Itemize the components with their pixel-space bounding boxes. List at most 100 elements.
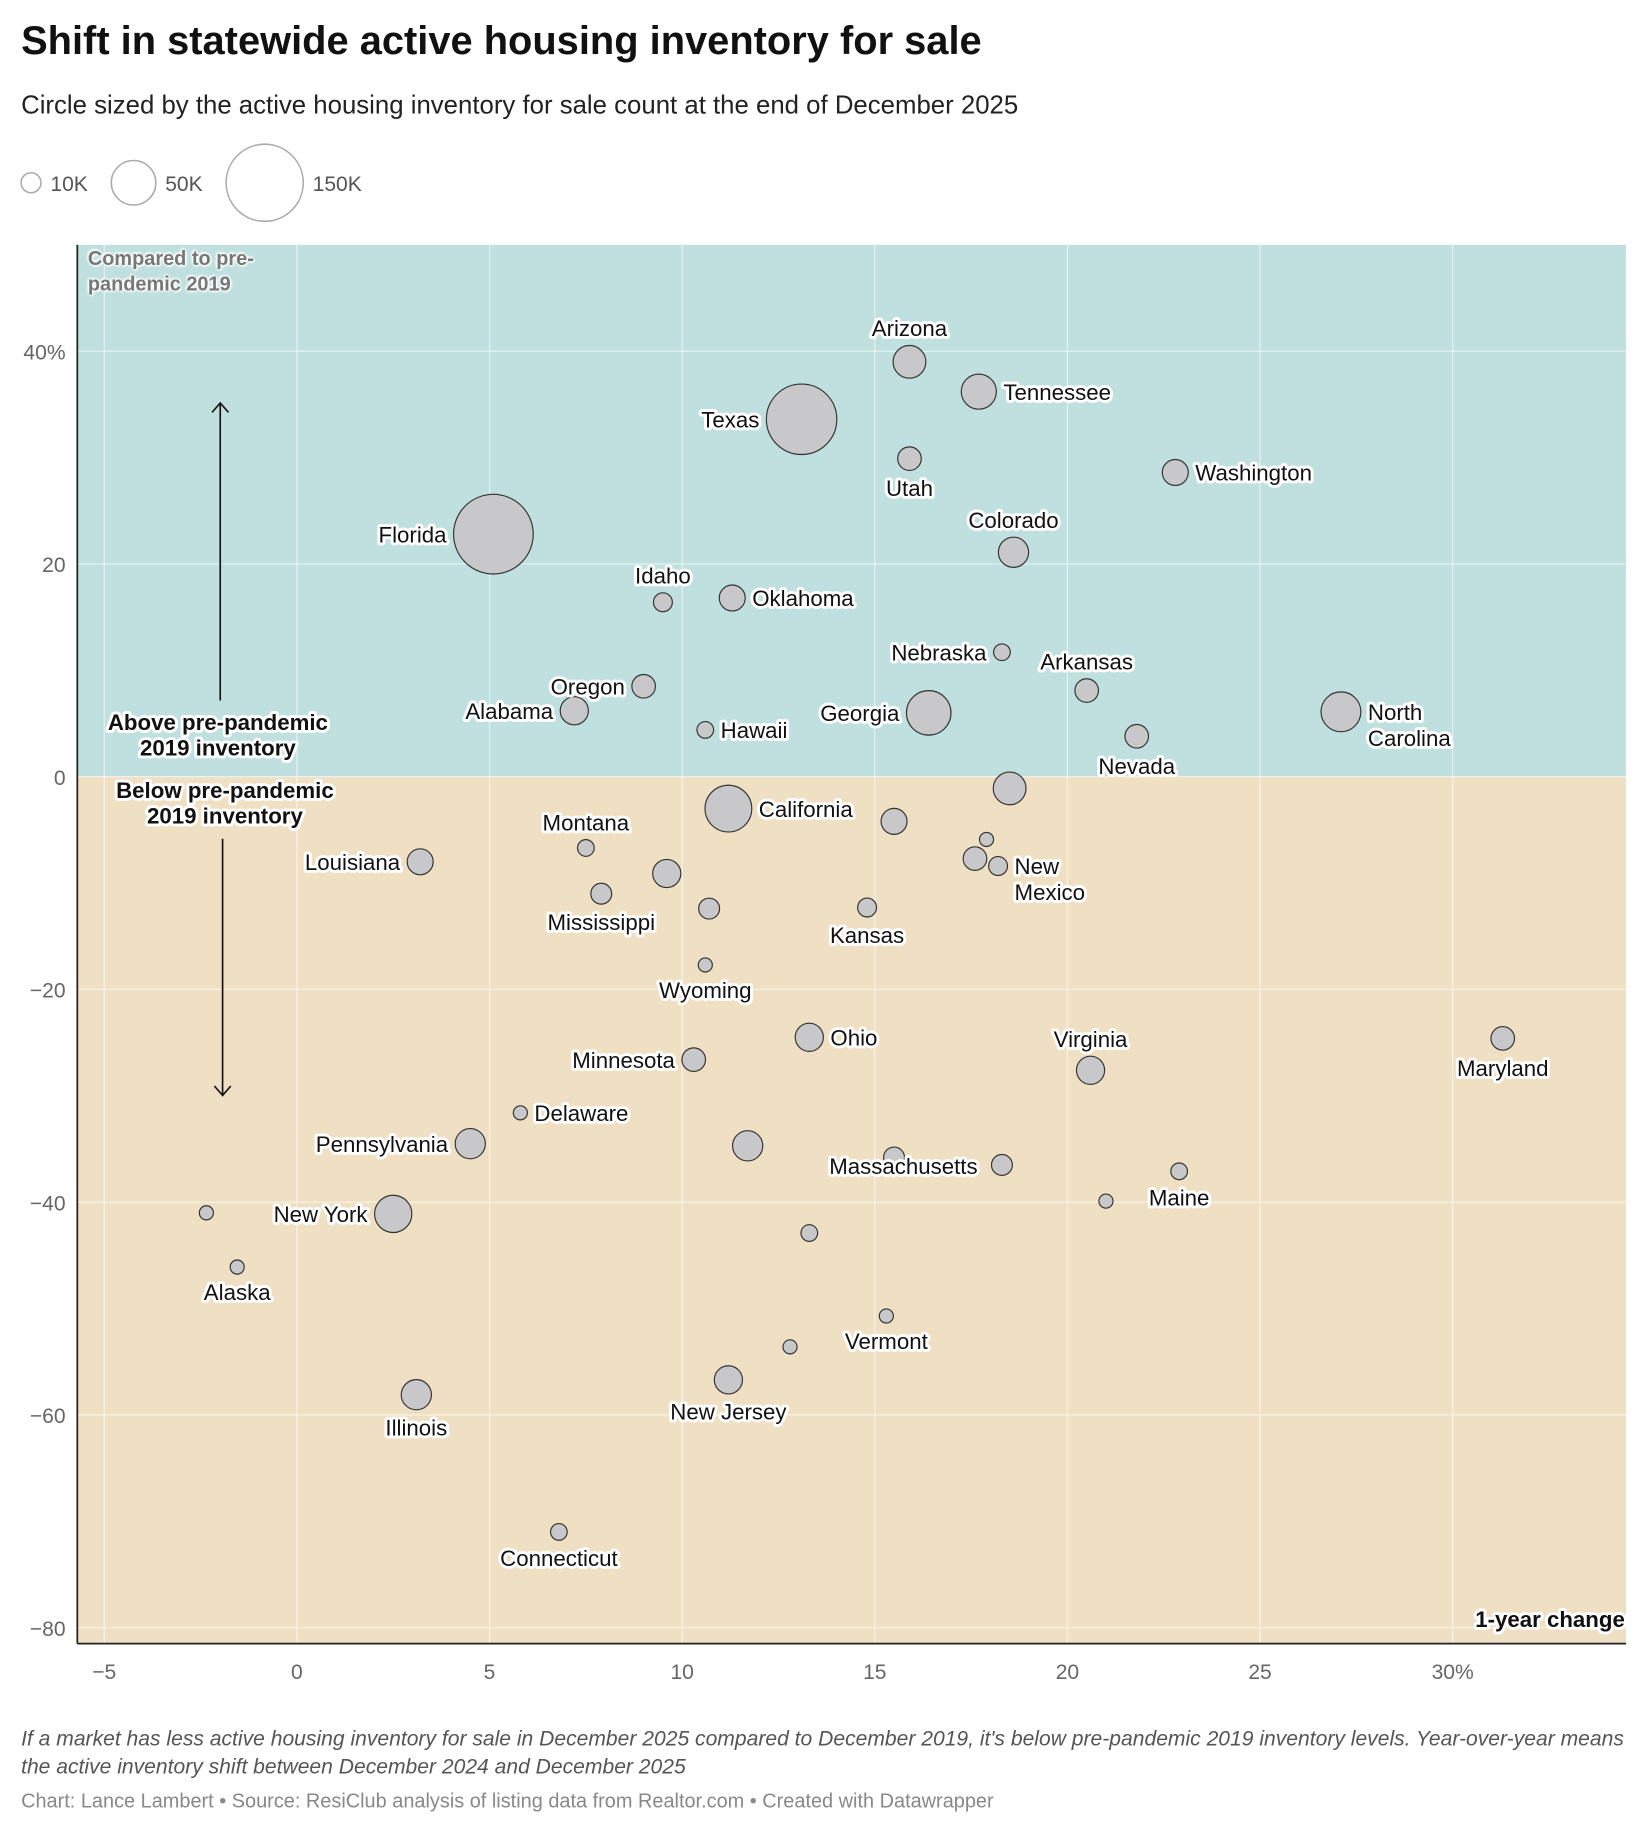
- state-label-kansas: Kansas: [830, 923, 904, 948]
- bubble-unlabeled: [880, 807, 908, 835]
- x-tick-label: 30%: [1432, 1661, 1474, 1684]
- state-label-line: Nevada: [1098, 754, 1175, 779]
- x-tick-label: 15: [863, 1661, 886, 1684]
- state-label-line: Utah: [886, 476, 933, 501]
- bubble-vermont: [878, 1308, 894, 1324]
- y-tick-label: −20: [30, 980, 66, 1003]
- y-axis-title: Compared to pre-pandemic 2019: [87, 247, 254, 296]
- bubble-unlabeled: [652, 858, 682, 889]
- state-label-minnesota: Minnesota: [572, 1048, 675, 1073]
- bubble-unlabeled: [1098, 1193, 1114, 1209]
- chart-title: Shift in statewide active housing invent…: [21, 18, 982, 64]
- bubble-unlabeled: [782, 1339, 798, 1355]
- gridlines: [77, 244, 1627, 1644]
- y-tick-label: 0: [54, 767, 66, 790]
- legend-label: 10K: [50, 173, 88, 196]
- bubble-alaska: [229, 1259, 245, 1275]
- state-label-utah: Utah: [886, 476, 933, 501]
- bubble-new-mexico: [988, 856, 1009, 877]
- axis-ticks: −5 0 5 10 15 20 25 30% 40% 20 0 −20 −40 −60 −80 1-year …: [23, 244, 1628, 1684]
- state-label-line: Alaska: [204, 1280, 271, 1305]
- footnote: If a market has less active housing inve…: [21, 1726, 1624, 1779]
- bubble-utah: [897, 446, 922, 472]
- state-label-line: Massachusetts: [829, 1154, 977, 1179]
- bubble-texas: [765, 383, 838, 456]
- bubble-arkansas: [1074, 678, 1100, 703]
- x-tick-label: 5: [484, 1661, 496, 1684]
- bubble-tennessee: [960, 373, 997, 410]
- state-label-washington: Washington: [1195, 461, 1312, 486]
- bubble-arizona: [892, 344, 927, 379]
- state-label-new-york: New York: [274, 1202, 369, 1227]
- state-label-line: Mexico: [1015, 880, 1085, 905]
- state-label-line: Alabama: [465, 699, 553, 724]
- state-label-nevada: Nevada: [1098, 754, 1175, 779]
- state-label-line: Texas: [701, 407, 759, 432]
- state-label-line: Pennsylvania: [316, 1132, 449, 1157]
- state-label-virginia: Virginia: [1054, 1027, 1128, 1052]
- below-region: [77, 776, 1627, 1644]
- bubble-georgia: [905, 690, 952, 736]
- state-label-line: Nebraska: [891, 640, 987, 665]
- size-legend: 10K 50K 150K: [20, 143, 362, 223]
- bubble-massachusetts: [883, 1146, 906, 1169]
- state-label-line: Florida: [379, 522, 448, 547]
- state-label-maine: Maine: [1149, 1185, 1210, 1210]
- state-label-line: Maryland: [1457, 1056, 1549, 1081]
- state-label-texas: Texas: [701, 407, 759, 432]
- y-tick-label: 40%: [23, 341, 65, 364]
- state-label-arizona: Arizona: [872, 316, 948, 341]
- state-label-pennsylvania: Pennsylvania: [316, 1132, 449, 1157]
- state-label-line: Wyoming: [659, 978, 752, 1003]
- state-label-line: Illinois: [385, 1416, 447, 1441]
- state-label-line: Oklahoma: [752, 586, 854, 611]
- credit: Chart: Lance Lambert • Source: ResiClub …: [21, 1790, 994, 1813]
- state-label-line: Georgia: [820, 701, 900, 726]
- bubble-connecticut: [549, 1523, 568, 1541]
- state-label-new-jersey: New Jersey: [670, 1400, 787, 1425]
- state-label-line: California: [759, 797, 854, 822]
- state-label-hawaii: Hawaii: [721, 718, 788, 743]
- state-label-line: Ohio: [830, 1026, 877, 1051]
- bubble-idaho: [652, 592, 673, 613]
- state-label-line: Arkansas: [1040, 649, 1133, 674]
- state-label-alaska: Alaska: [204, 1280, 271, 1305]
- state-label-illinois: Illinois: [385, 1416, 447, 1441]
- state-label-massachusetts: Massachusetts: [829, 1154, 977, 1179]
- bubble-hawaii: [696, 720, 715, 739]
- x-axis-title: 1-year change: [1475, 1607, 1625, 1632]
- state-label-line: New: [1015, 854, 1060, 879]
- x-tick-label: 20: [1056, 1661, 1079, 1684]
- bubble-alabama: [559, 696, 589, 726]
- bubble-virginia: [1075, 1055, 1106, 1085]
- legend-circle: [225, 143, 305, 223]
- bubble-unlabeled: [800, 1224, 819, 1242]
- state-label-line: New York: [274, 1202, 369, 1227]
- below-annotation-line: 2019 inventory: [147, 804, 303, 829]
- state-label-line: Mississippi: [547, 910, 655, 935]
- y-tick-label: 20: [42, 554, 65, 577]
- state-label-alabama: Alabama: [465, 699, 553, 724]
- bubble-pennsylvania: [454, 1127, 486, 1160]
- state-label-idaho: Idaho: [635, 563, 691, 588]
- up-arrow-head: [211, 401, 230, 413]
- state-label-line: Connecticut: [500, 1546, 618, 1571]
- bubble-colorado: [997, 536, 1030, 568]
- state-label-oregon: Oregon: [551, 674, 625, 699]
- legend-circle: [110, 159, 157, 206]
- above-annotation-line: 2019 inventory: [140, 736, 296, 761]
- down-arrow-head: [213, 1085, 232, 1097]
- state-label-connecticut: Connecticut: [500, 1546, 618, 1571]
- state-label-arkansas: Arkansas: [1040, 649, 1133, 674]
- state-label-montana: Montana: [543, 810, 630, 835]
- state-label-line: Virginia: [1054, 1027, 1128, 1052]
- bubble-maine: [1170, 1162, 1189, 1181]
- bubble-north-carolina: [1320, 691, 1362, 733]
- x-tick-label: 10: [670, 1661, 693, 1684]
- state-label-oklahoma: Oklahoma: [752, 586, 854, 611]
- state-labels: Arizona Tennessee Texas Utah Washington Color…: [201, 313, 1552, 1574]
- state-label-delaware: Delaware: [534, 1101, 628, 1126]
- x-tick-label: −5: [92, 1661, 116, 1684]
